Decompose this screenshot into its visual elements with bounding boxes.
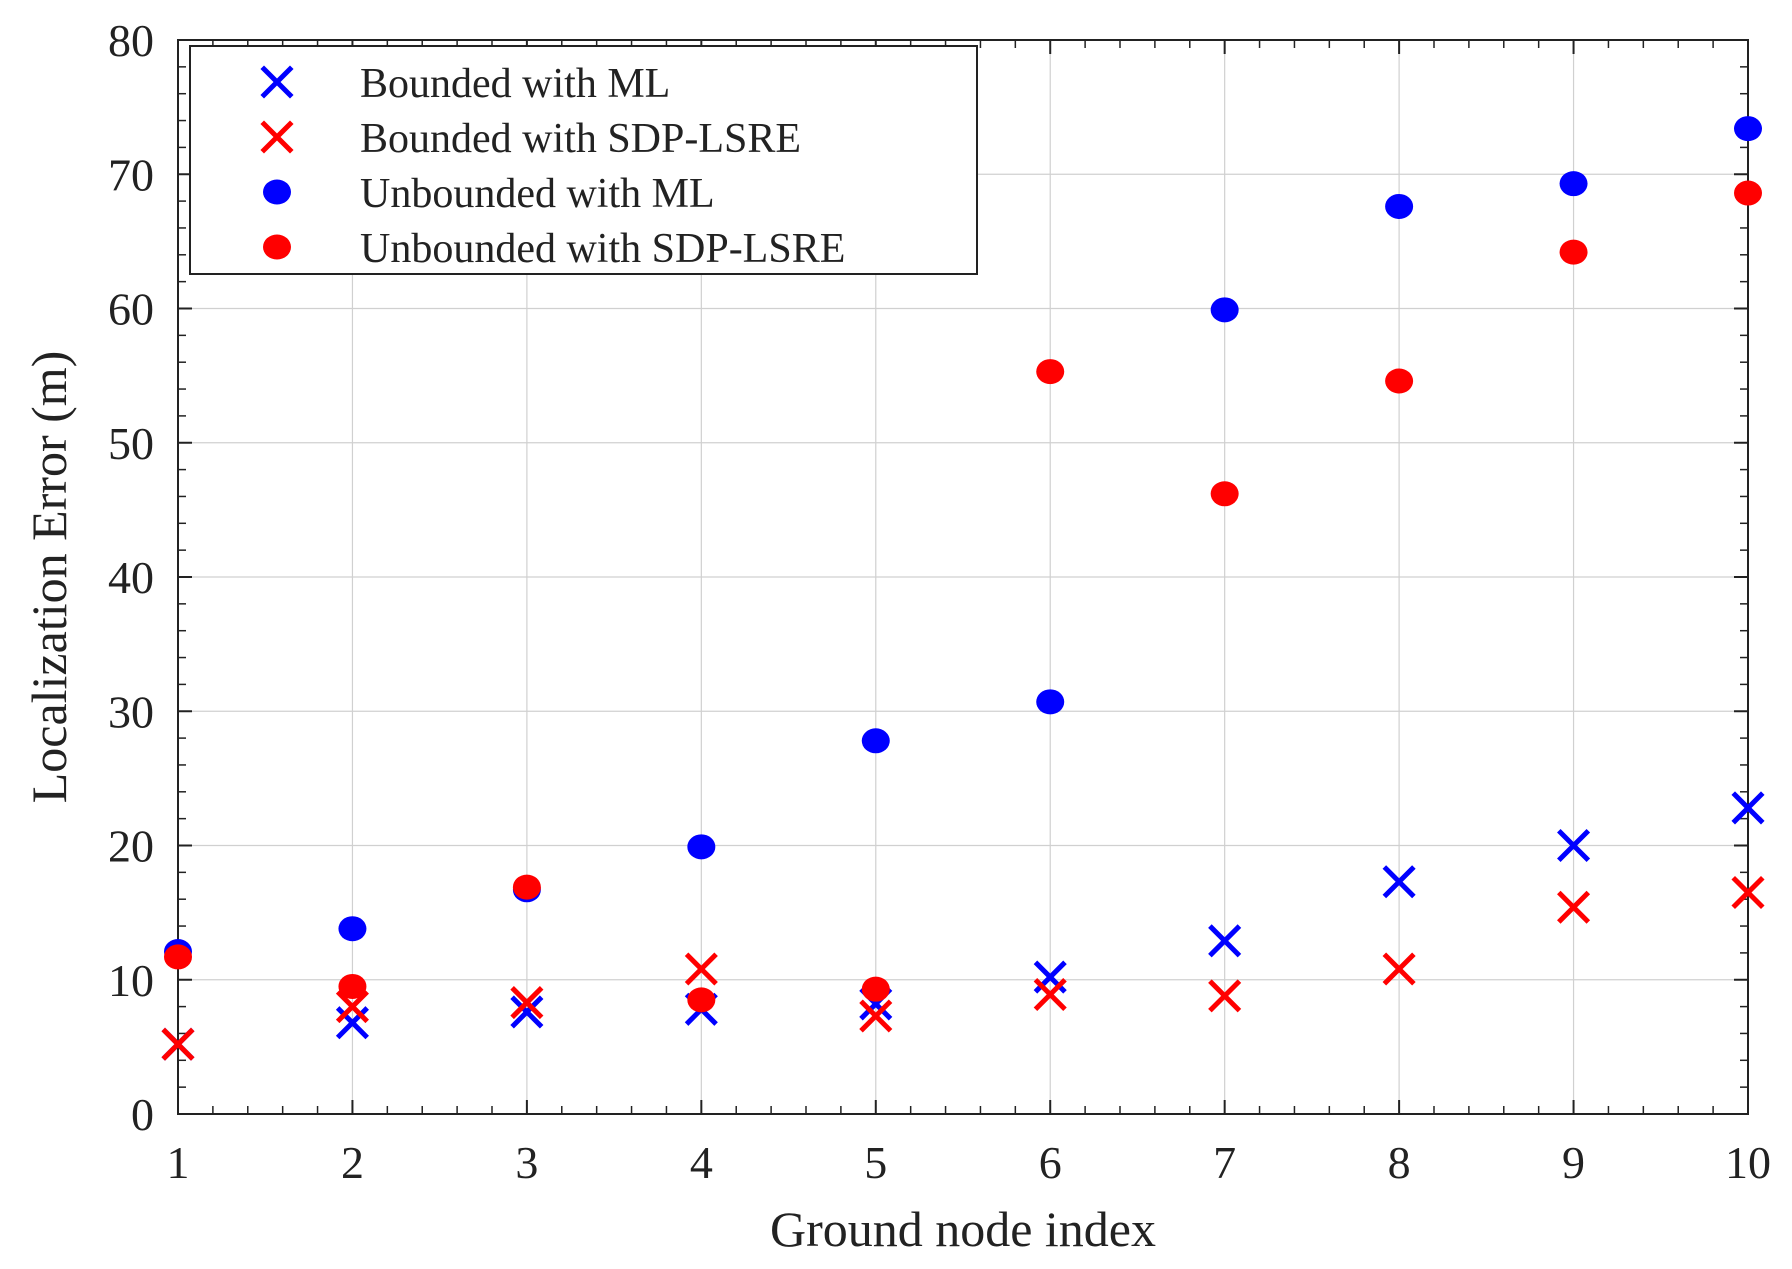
series-1 [161,875,1765,1061]
legend-label: Unbounded with SDP-LSRE [360,226,845,272]
legend-box [189,45,978,275]
data-point-x-marker [1208,979,1242,1013]
legend-label: Unbounded with ML [360,171,715,217]
plot-frame [177,39,1749,1115]
data-point-dot-marker [687,987,716,1013]
data-point-x-marker [684,952,718,986]
y-tick-label: 30 [108,686,154,737]
data-point-x-marker [161,1027,195,1061]
y-tick-labels: 0 10 20 30 40 50 60 70 80 [108,15,154,1140]
legend-marker-x [260,65,294,99]
legend-marker-dot [263,179,291,205]
data-point-dot-marker [338,973,367,999]
legend-label: Bounded with ML [360,61,670,107]
data-markers [161,116,1765,1061]
data-point-dot-marker [1559,239,1588,265]
legend-marker-x [260,120,294,154]
data-point-dot-marker [687,834,716,860]
y-tick-label: 10 [108,955,154,1006]
data-point-x-marker [335,990,369,1024]
x-tick-label: 9 [1562,1137,1585,1188]
x-tick-label: 5 [864,1137,887,1188]
x-tick-label: 4 [690,1137,713,1188]
data-point-dot-marker [1385,368,1414,394]
data-point-dot-marker [1385,193,1414,219]
y-tick-label: 80 [108,15,154,66]
data-point-x-marker [1208,924,1242,958]
data-point-dot-marker [1734,116,1762,142]
y-tick-label: 70 [108,149,154,200]
series-3 [164,180,1762,1013]
data-point-dot-marker [861,728,890,754]
data-point-dot-marker [1210,481,1239,507]
data-point-dot-marker [1734,180,1762,206]
data-point-x-marker [1382,952,1416,986]
data-point-dot-marker [512,874,541,900]
data-point-x-marker [1731,875,1765,910]
x-tick-label: 6 [1039,1137,1062,1188]
x-tick-label: 7 [1213,1137,1236,1188]
legend: Bounded with ML Bounded with SDP-LSRE Unbo… [189,45,978,275]
data-point-x-marker [510,986,544,1020]
data-point-x-marker [1033,977,1067,1012]
data-point-x-marker [1382,865,1416,899]
x-tick-labels: 1 2 3 4 5 6 7 8 9 10 [167,1137,1772,1188]
y-tick-label: 40 [108,552,154,603]
data-point-dot-marker [1036,359,1065,385]
legend-label: Bounded with SDP-LSRE [360,116,801,162]
y-axis-label: Localization Error (m) [21,351,77,804]
data-point-dot-marker [1036,689,1065,715]
legend-marker-dot [263,234,291,260]
x-tick-label: 2 [341,1137,364,1188]
x-tick-label: 3 [515,1137,538,1188]
data-point-dot-marker [164,944,192,970]
data-point-dot-marker [1559,171,1588,197]
x-axis-label: Ground node index [770,1201,1156,1257]
x-tick-label: 8 [1388,1137,1411,1188]
y-tick-label: 50 [108,418,154,469]
data-point-x-marker [1557,828,1591,863]
data-point-x-marker [1731,791,1765,825]
data-point-x-marker [1557,890,1591,924]
data-point-dot-marker [861,976,890,1002]
data-point-x-marker [859,999,893,1033]
data-point-dot-marker [1210,297,1239,323]
y-tick-label: 20 [108,821,154,872]
data-point-dot-marker [338,916,367,942]
y-tick-label: 0 [131,1089,154,1140]
data-point-x-marker [510,995,544,1029]
y-tick-label: 60 [108,284,154,335]
x-tick-label: 1 [167,1137,190,1188]
x-tick-label: 10 [1725,1137,1771,1188]
